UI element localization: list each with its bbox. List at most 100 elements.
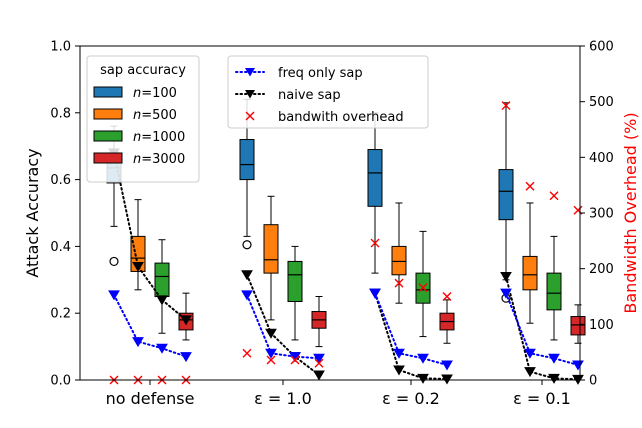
box-flier — [109, 256, 119, 267]
naive-sap-line-group-0 — [113, 151, 187, 321]
freq-only-sap-line-group-1 — [246, 293, 320, 360]
legend-label-n500: n=500 — [133, 108, 177, 123]
y2-tick-label: 600 — [589, 40, 614, 55]
box-n3000-group-1 — [311, 296, 327, 348]
freq-only-sap-marker — [265, 348, 277, 359]
naive-sap-marker — [441, 374, 453, 385]
box-body — [367, 149, 383, 207]
box-body — [239, 139, 255, 181]
overhead-marker — [525, 181, 535, 191]
overhead-markers — [109, 101, 583, 385]
y-tick-label: 1.0 — [50, 40, 71, 55]
naive-sap-marker — [241, 270, 253, 281]
y-tick-label: 0.2 — [50, 307, 71, 322]
overhead-marker — [501, 101, 511, 111]
legend-swatch-n3000 — [93, 152, 123, 164]
box-body — [546, 272, 562, 311]
freq-only-sap-marker — [441, 360, 453, 371]
legend-swatch-n100 — [93, 86, 123, 98]
box-body — [263, 224, 279, 274]
legend-label-n3000: n=3000 — [133, 152, 185, 167]
box-body — [391, 245, 407, 276]
x-category-label: no defense — [106, 389, 195, 408]
x-category-label: ε = 0.2 — [382, 389, 440, 408]
legend-sap-accuracy: sap accuracy n=100 n=500 n=1000 n=3000 — [86, 55, 200, 183]
naive-sap-marker — [132, 261, 144, 272]
box-flier — [242, 240, 252, 250]
y2-tick-label: 200 — [589, 262, 614, 277]
freq-only-sap-marker — [417, 353, 429, 364]
naive-sap-marker — [548, 373, 560, 384]
freq-only-sap-marker — [548, 353, 560, 364]
box-body — [154, 262, 170, 298]
naive-sap-marker — [393, 365, 405, 376]
box-n500-group-2 — [391, 202, 407, 304]
overhead-marker — [418, 283, 428, 293]
naive-sap-marker — [156, 295, 168, 306]
freq-only-sap-marker — [369, 288, 381, 299]
freq-only-sap-marker — [156, 343, 168, 354]
legend-label-n1000: n=1000 — [133, 130, 185, 145]
box-n1000-group-3 — [546, 235, 562, 341]
overhead-marker — [290, 355, 300, 365]
overhead-marker — [549, 191, 559, 201]
naive-sap-marker — [500, 271, 512, 282]
legend-label-n100: n=100 — [133, 86, 177, 101]
overhead-marker — [314, 358, 324, 368]
y-tick-label: 0.8 — [50, 106, 71, 121]
legend-label-naive: naive sap — [278, 88, 341, 103]
box-n500-group-1 — [263, 195, 279, 321]
x-category-label: ε = 0.1 — [513, 389, 571, 408]
naive-sap-marker — [180, 315, 192, 326]
axes: 0.0 0.2 0.4 0.6 0.8 1.0 0 100 200 300 400 500 600 no … — [23, 40, 640, 409]
naive-sap-line-group-2 — [374, 292, 448, 380]
overhead-marker — [394, 278, 404, 288]
legends: sap accuracy n=100 n=500 n=1000 n=3000 freq o… — [86, 55, 429, 183]
legend-marker-freq_only — [245, 68, 255, 77]
legend-label-freq_only: freq only sap — [278, 66, 363, 81]
box-n100-group-3 — [498, 102, 514, 303]
naive-sap-marker — [524, 367, 536, 378]
naive-sap-marker — [417, 373, 429, 384]
legend-methods: freq only sap naive sap bandwith overhead — [227, 55, 429, 129]
box-body — [287, 260, 303, 303]
overhead-marker — [266, 355, 276, 365]
legend-marker-naive — [245, 90, 255, 99]
y2-tick-label: 0 — [589, 374, 597, 389]
naive-sap-marker — [313, 370, 325, 381]
legend-marker-overhead — [245, 111, 255, 121]
y2-axis-title: Bandwidth Overhead (%) — [621, 112, 640, 313]
box-n3000-group-3 — [570, 304, 586, 344]
box-n500-group-3 — [522, 202, 538, 324]
legend-swatch-n1000 — [93, 130, 123, 142]
freq-only-sap-marker — [241, 290, 253, 301]
overhead-marker — [370, 238, 380, 248]
box-n1000-group-1 — [287, 245, 303, 341]
legend-title: sap accuracy — [100, 63, 186, 78]
box-body — [522, 255, 538, 291]
box-body — [570, 316, 586, 336]
y-tick-label: 0.4 — [50, 240, 71, 255]
y-axis-title: Attack Accuracy — [23, 148, 42, 277]
freq-only-sap-marker — [524, 348, 536, 359]
freq-only-sap-marker — [393, 348, 405, 359]
freq-only-sap-marker — [500, 288, 512, 299]
y-tick-label: 0.0 — [50, 374, 71, 389]
legend-swatch-n500 — [93, 108, 123, 120]
freq-only-sap-marker — [313, 353, 325, 364]
box-n100-group-2 — [367, 112, 383, 274]
overhead-marker — [442, 292, 452, 301]
box-n3000-group-2 — [439, 299, 455, 344]
freq-only-sap-marker — [132, 337, 144, 348]
box-body — [498, 169, 514, 221]
x-category-label: ε = 1.0 — [254, 389, 312, 408]
freq-only-sap-marker — [108, 290, 120, 301]
naive-sap-marker — [265, 328, 277, 339]
y2-tick-label: 100 — [589, 318, 614, 333]
y2-tick-label: 300 — [589, 207, 614, 222]
legend-label-overhead: bandwith overhead — [278, 110, 404, 125]
freq-only-sap-line-group-3 — [505, 292, 579, 366]
legend-frame — [227, 55, 429, 129]
y-tick-label: 0.6 — [50, 173, 71, 188]
